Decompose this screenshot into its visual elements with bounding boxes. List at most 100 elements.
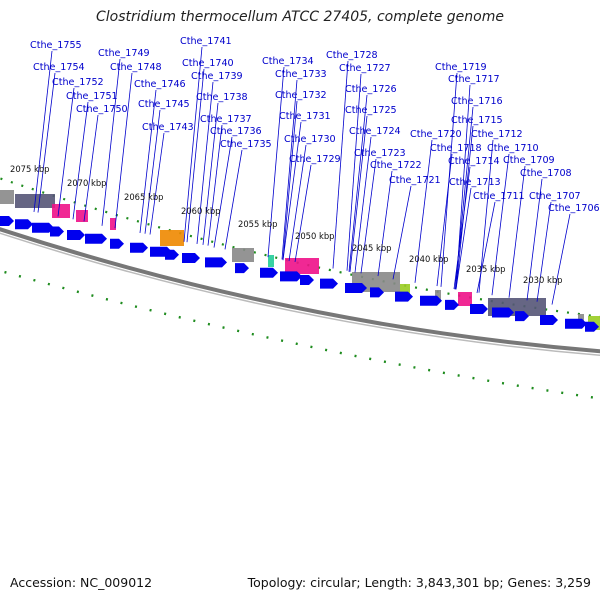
gene-label[interactable]: Cthe_1719 [435, 62, 487, 73]
gene-label[interactable]: Cthe_1736 [210, 126, 262, 137]
gene-arrow[interactable] [515, 311, 529, 322]
gene-label[interactable]: Cthe_1750 [76, 104, 128, 115]
gene-label[interactable]: Cthe_1741 [180, 36, 232, 47]
gene-label[interactable]: Cthe_1722 [370, 160, 422, 171]
feature-block[interactable] [76, 210, 88, 222]
feature-block[interactable] [458, 292, 472, 306]
gene-label[interactable]: Cthe_1739 [191, 71, 243, 82]
feature-block[interactable] [160, 230, 184, 246]
leader-line [453, 166, 471, 290]
gene-label[interactable]: Cthe_1735 [220, 139, 272, 150]
gene-label[interactable]: Cthe_1728 [326, 50, 378, 61]
gene-label[interactable]: Cthe_1746 [134, 79, 186, 90]
gene-arrow[interactable] [300, 275, 314, 285]
gene-label[interactable]: Cthe_1745 [138, 99, 190, 110]
gene-label[interactable]: Cthe_1737 [200, 114, 252, 125]
gene-arrow[interactable] [565, 318, 587, 329]
gene-label[interactable]: Cthe_1748 [110, 62, 162, 73]
gene-label[interactable]: Cthe_1721 [389, 175, 441, 186]
kbp-label-layer: 2075 kbp 2070 kbp 2065 kbp 2060 kbp 2055 kbp… [10, 164, 562, 285]
gene-label[interactable]: Cthe_1729 [289, 154, 341, 165]
gene-arrow[interactable] [345, 282, 367, 293]
gene-arrow[interactable] [320, 278, 338, 289]
gene-arrow[interactable] [540, 315, 558, 325]
gene-arrow[interactable] [85, 233, 107, 244]
feature-block[interactable] [110, 218, 116, 230]
gene-label[interactable]: Cthe_1716 [451, 96, 503, 107]
gene-arrow[interactable] [130, 242, 148, 253]
inner-tick-arc [0, 269, 600, 400]
gene-arrow[interactable] [182, 252, 200, 263]
gene-label[interactable]: Cthe_1723 [354, 148, 406, 159]
gene-arrow-track [0, 216, 599, 332]
leader-line [281, 79, 298, 260]
gene-arrow[interactable] [492, 307, 514, 318]
gene-label[interactable]: Cthe_1724 [349, 126, 401, 137]
gene-arrow[interactable] [420, 295, 442, 306]
leader-line [288, 144, 307, 262]
leader-line [213, 136, 233, 248]
gene-label[interactable]: Cthe_1725 [345, 105, 397, 116]
gene-label[interactable]: Cthe_1740 [182, 58, 234, 69]
gene-label[interactable]: Cthe_1707 [529, 191, 581, 202]
gene-label[interactable]: Cthe_1717 [448, 74, 500, 85]
gene-arrow[interactable] [260, 267, 278, 278]
gene-arrow[interactable] [110, 238, 124, 249]
gene-arrow[interactable] [280, 271, 302, 282]
gene-arrow[interactable] [470, 303, 488, 314]
kbp-label: 2045 kbp [352, 243, 391, 253]
gene-label[interactable]: Cthe_1708 [520, 168, 572, 179]
leader-line [294, 164, 312, 263]
leader-line [144, 109, 161, 234]
feature-block[interactable] [0, 190, 14, 204]
gene-label[interactable]: Cthe_1755 [30, 40, 82, 51]
gene-label[interactable]: Cthe_1738 [196, 92, 248, 103]
accession-text: Accession: NC_009012 [10, 575, 153, 590]
gene-arrow[interactable] [32, 222, 54, 233]
gene-label[interactable]: Cthe_1754 [33, 62, 85, 73]
kbp-label: 2035 kbp [466, 264, 505, 274]
gene-label[interactable]: Cthe_1727 [339, 63, 391, 74]
feature-block[interactable] [268, 255, 274, 267]
gene-label[interactable]: Cthe_1751 [66, 91, 118, 102]
gene-label[interactable]: Cthe_1749 [98, 48, 150, 59]
gene-label[interactable]: Cthe_1709 [503, 155, 555, 166]
kbp-label: 2075 kbp [10, 164, 49, 174]
gene-label[interactable]: Cthe_1714 [448, 156, 500, 167]
gene-label[interactable]: Cthe_1715 [451, 115, 503, 126]
leader-line [348, 94, 368, 272]
gene-arrow[interactable] [0, 216, 14, 226]
gene-arrow[interactable] [165, 249, 179, 260]
gene-label[interactable]: Cthe_1731 [279, 111, 331, 122]
gene-label[interactable]: Cthe_1732 [275, 90, 327, 101]
gene-label[interactable]: Cthe_1730 [284, 134, 336, 145]
feature-block[interactable] [232, 248, 254, 262]
gene-label[interactable]: Cthe_1718 [430, 143, 482, 154]
gene-label[interactable]: Cthe_1706 [548, 203, 600, 214]
gene-label[interactable]: Cthe_1734 [262, 56, 314, 67]
gene-label[interactable]: Cthe_1752 [52, 77, 104, 88]
feature-block[interactable] [285, 258, 319, 274]
leader-line [33, 50, 53, 212]
feature-block[interactable] [52, 204, 70, 218]
gene-label[interactable]: Cthe_1726 [345, 84, 397, 95]
gene-arrow[interactable] [585, 321, 599, 332]
gene-label[interactable]: Cthe_1710 [487, 143, 539, 154]
gene-arrow[interactable] [50, 226, 64, 237]
gene-label[interactable]: Cthe_1733 [275, 69, 327, 80]
gene-arrow[interactable] [205, 257, 227, 268]
gene-arrow[interactable] [370, 287, 384, 298]
gene-label[interactable]: Cthe_1712 [471, 129, 523, 140]
leader-line [202, 102, 219, 245]
gene-label[interactable]: Cthe_1713 [449, 177, 501, 188]
gene-label[interactable]: Cthe_1743 [142, 122, 194, 133]
gene-label[interactable]: Cthe_1720 [410, 129, 462, 140]
gene-arrow[interactable] [395, 291, 413, 302]
gene-arrow[interactable] [445, 299, 459, 310]
feature-block[interactable] [435, 290, 441, 302]
gene-arrow[interactable] [67, 230, 85, 241]
gene-arrow[interactable] [15, 219, 33, 230]
gene-label[interactable]: Cthe_1711 [473, 191, 525, 202]
gene-arrow[interactable] [235, 263, 249, 274]
feature-block[interactable] [400, 284, 410, 296]
